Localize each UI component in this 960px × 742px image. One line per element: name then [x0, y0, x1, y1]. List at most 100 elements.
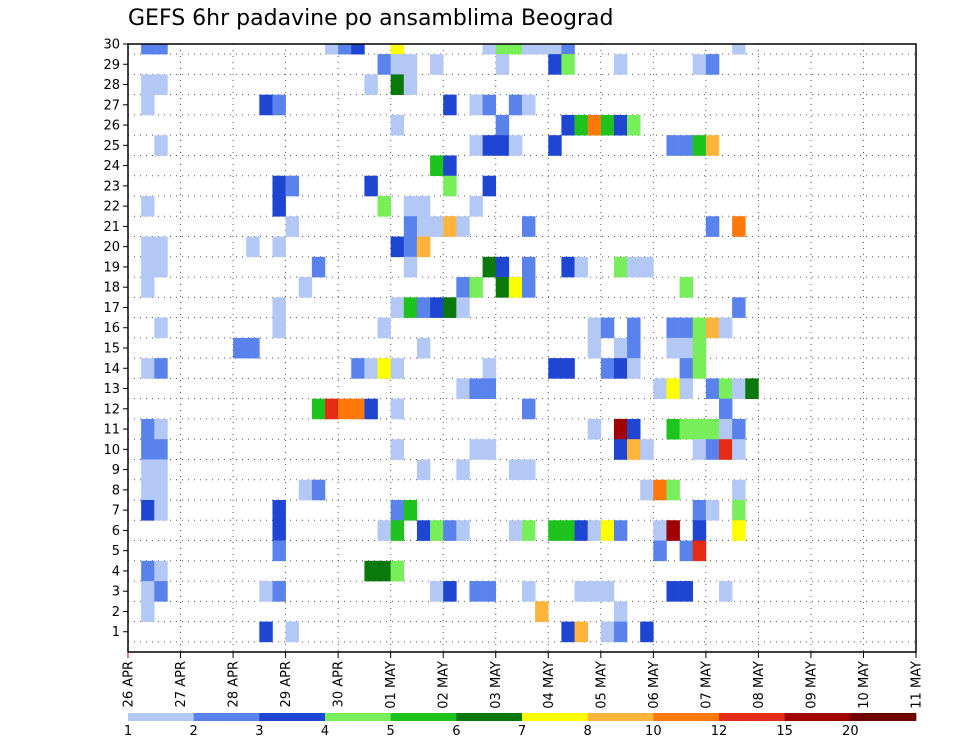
- heatmap-cell: [272, 540, 286, 562]
- heatmap-cell: [351, 398, 365, 420]
- heatmap-cell: [640, 439, 654, 460]
- heatmap-cell: [495, 114, 510, 136]
- heatmap-cell: [522, 398, 536, 420]
- heatmap-cell: [469, 378, 483, 399]
- heatmap-cell: [679, 317, 694, 339]
- y-tick-label: 6: [112, 524, 120, 539]
- heatmap-cell: [692, 54, 707, 75]
- heatmap-cell: [561, 114, 575, 136]
- heatmap-cell: [482, 175, 497, 197]
- heatmap-cell: [666, 378, 680, 399]
- heatmap-cell: [482, 256, 497, 278]
- heatmap-cell: [640, 256, 654, 278]
- heatmap-cell: [469, 196, 483, 217]
- heatmap-cell: [719, 398, 733, 420]
- y-tick-label: 18: [103, 281, 120, 296]
- y-tick-label: 29: [103, 58, 120, 73]
- heatmap-cell: [456, 520, 470, 541]
- y-tick-label: 20: [103, 240, 120, 255]
- heatmap-cell: [522, 520, 536, 541]
- x-tick-label: 02 MAY: [437, 661, 452, 709]
- heatmap-cell: [141, 256, 155, 278]
- heatmap-cell: [154, 418, 168, 440]
- heatmap-cell: [416, 236, 431, 258]
- colorbar-label: 12: [711, 724, 728, 739]
- heatmap-cell: [548, 135, 562, 156]
- heatmap-cell: [325, 44, 339, 55]
- heatmap-cell: [561, 256, 575, 278]
- heatmap-cell: [561, 621, 575, 643]
- heatmap-cell: [469, 581, 483, 602]
- heatmap-cell: [430, 155, 444, 177]
- heatmap-cell: [613, 337, 628, 359]
- heatmap-cell: [679, 581, 694, 602]
- heatmap-cell: [390, 74, 405, 95]
- x-tick-label: 27 APR: [174, 661, 189, 707]
- heatmap-cell: [259, 94, 273, 116]
- heatmap-cell: [154, 500, 168, 521]
- heatmap-cell: [627, 418, 641, 440]
- y-tick-label: 30: [103, 38, 120, 53]
- heatmap-cell: [627, 439, 641, 460]
- heatmap-cell: [469, 94, 483, 116]
- heatmap-cell: [482, 378, 497, 399]
- heatmap-cell: [141, 44, 155, 55]
- heatmap-cell: [390, 297, 405, 318]
- heatmap-cell: [311, 256, 326, 278]
- heatmap-cell: [548, 520, 562, 541]
- heatmap-cell: [495, 277, 510, 298]
- heatmap-cell: [574, 581, 588, 602]
- heatmap-cell: [154, 256, 168, 278]
- heatmap-cell: [390, 54, 405, 75]
- heatmap-cell: [627, 256, 641, 278]
- heatmap-cell: [272, 581, 286, 602]
- colorbar-label: 3: [255, 724, 263, 739]
- heatmap-cell: [390, 520, 405, 541]
- y-tick-label: 22: [103, 200, 120, 215]
- heatmap-cell: [443, 175, 457, 197]
- heatmap-cell: [627, 358, 641, 379]
- heatmap-cell: [719, 418, 733, 440]
- heatmap-cell: [535, 44, 549, 55]
- heatmap-cell: [679, 337, 694, 359]
- heatmap-cell: [377, 358, 391, 379]
- heatmap-cell: [535, 601, 549, 622]
- heatmap-cell: [141, 74, 155, 95]
- heatmap-cell: [705, 500, 720, 521]
- heatmap-cell: [627, 317, 641, 339]
- colorbar-segment: [193, 713, 260, 721]
- heatmap-cell: [627, 337, 641, 359]
- heatmap-cell: [666, 317, 680, 339]
- heatmap-cell: [666, 135, 680, 156]
- heatmap-cell: [403, 236, 418, 258]
- heatmap-cell: [154, 317, 168, 339]
- heatmap-cell: [732, 520, 746, 541]
- heatmap-cell: [679, 378, 694, 399]
- colorbar-label: 4: [321, 724, 329, 739]
- heatmap-cell: [416, 520, 431, 541]
- colorbar-segment: [850, 713, 917, 721]
- heatmap-cell: [272, 236, 286, 258]
- colorbar-label: 15: [776, 724, 793, 739]
- colorbar-label: 8: [584, 724, 592, 739]
- x-tick-label: 10 MAY: [857, 661, 872, 709]
- heatmap-cell: [390, 236, 405, 258]
- heatmap-cell: [613, 54, 628, 75]
- heatmap-cell: [338, 398, 352, 420]
- heatmap-cell: [482, 44, 497, 55]
- x-axis-ticks: 26 APR 27 APR 28 APR 29 APR 30 APR 01 MAY 02 M…: [122, 652, 925, 709]
- heatmap-cell: [154, 459, 168, 481]
- heatmap-cell: [692, 135, 707, 156]
- heatmap-cell: [508, 44, 523, 55]
- heatmap-cell: [364, 175, 378, 197]
- heatmap-cell: [443, 520, 457, 541]
- colorbar-segment: [259, 713, 326, 721]
- heatmap-cell: [653, 378, 667, 399]
- heatmap-cell: [443, 155, 457, 177]
- heatmap-cell: [154, 479, 168, 501]
- heatmap-cell: [154, 439, 168, 460]
- heatmap-cell: [508, 277, 523, 298]
- x-tick-label: 09 MAY: [804, 661, 819, 709]
- heatmap-cell: [561, 54, 575, 75]
